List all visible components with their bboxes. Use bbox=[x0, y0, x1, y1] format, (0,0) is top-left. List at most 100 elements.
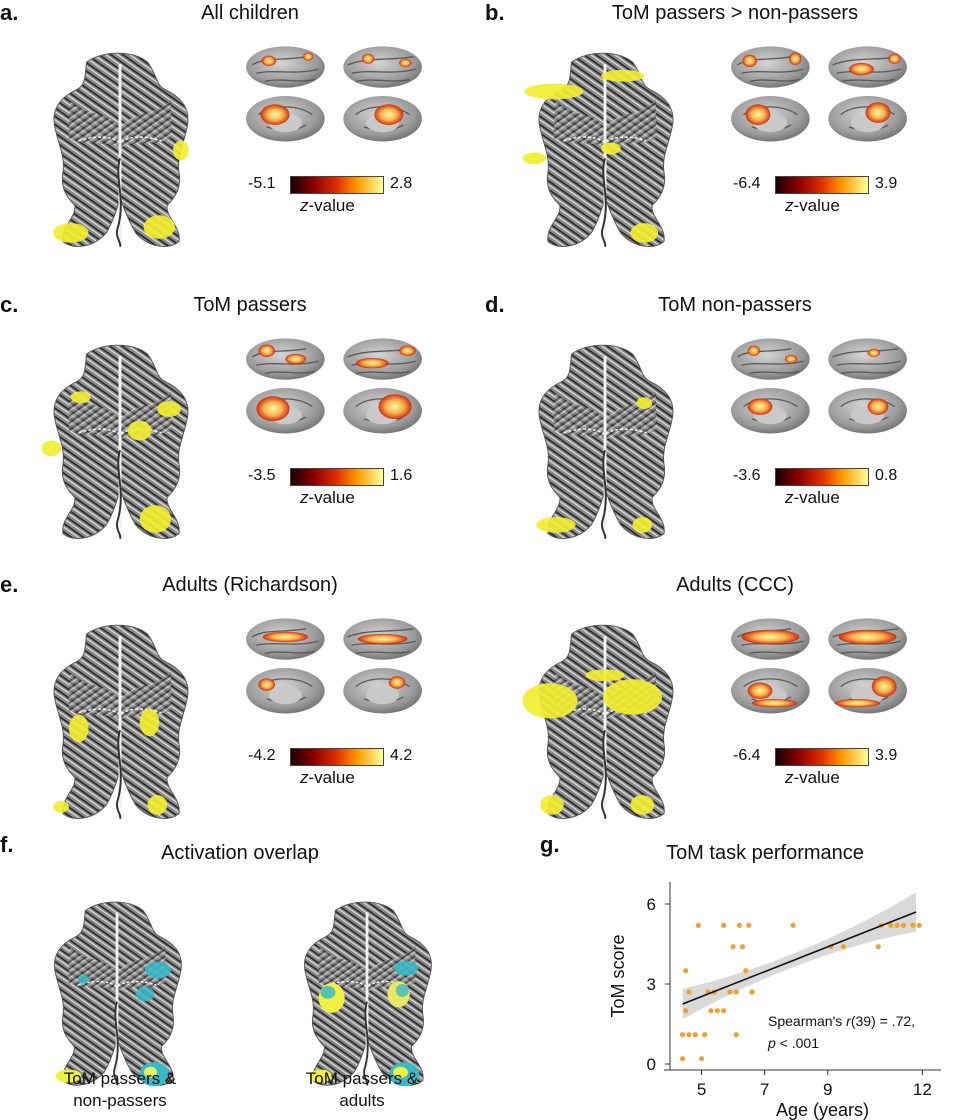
panel-label: c. bbox=[0, 292, 19, 317]
data-point bbox=[730, 944, 736, 950]
annotation-p: p < .001 bbox=[767, 1035, 819, 1051]
panel-title: All children bbox=[201, 2, 299, 24]
fit-line bbox=[682, 911, 917, 1005]
colorbar-gradient bbox=[290, 748, 384, 766]
chart-title: ToM task performance bbox=[666, 842, 864, 864]
colorbar-label: z-value bbox=[785, 768, 840, 787]
panel-title: ToM non-passers bbox=[658, 294, 812, 316]
panel-c: c. ToM passers -3.5 1.6 z-value bbox=[0, 292, 470, 564]
data-point bbox=[875, 944, 881, 950]
data-point bbox=[739, 944, 746, 950]
data-point bbox=[695, 922, 701, 928]
caption-right: ToM passers & adults bbox=[262, 1068, 462, 1112]
panel-a: a. All children -5.1 2.8 z-value bbox=[0, 0, 470, 272]
data-point bbox=[683, 1008, 689, 1014]
colorbar-label: z-value bbox=[300, 196, 355, 215]
cortical-surface-views bbox=[244, 338, 424, 438]
caption-left-line2: non-passers bbox=[73, 1091, 167, 1110]
cerebellum-flatmap bbox=[495, 40, 715, 252]
panel-label: d. bbox=[485, 292, 505, 317]
data-point bbox=[680, 1032, 686, 1038]
cortical-surface-views bbox=[729, 46, 909, 146]
data-point bbox=[692, 1032, 698, 1038]
panel-label: a. bbox=[0, 0, 19, 25]
colorbar-max: 3.9 bbox=[875, 747, 898, 764]
cerebellum-flatmap bbox=[10, 612, 230, 824]
colorbar-max: 3.9 bbox=[875, 175, 898, 192]
caption-right-line1: ToM passers & bbox=[305, 1069, 419, 1088]
y-tick-label: 3 bbox=[647, 975, 656, 994]
y-axis-label: ToM score bbox=[608, 934, 628, 1017]
data-point bbox=[790, 922, 796, 928]
cortical-surface-views bbox=[244, 46, 424, 146]
data-point bbox=[733, 1032, 739, 1038]
colorbar-max: 2.8 bbox=[390, 175, 413, 192]
colorbar: -3.6 0.8 z-value bbox=[733, 467, 903, 512]
colorbar-gradient bbox=[775, 468, 869, 486]
panel-title: Adults (CCC) bbox=[676, 574, 794, 596]
colorbar-min: -6.4 bbox=[733, 747, 761, 764]
cortical-surface-views bbox=[729, 338, 909, 438]
colorbar-label: z-value bbox=[300, 768, 355, 787]
data-point bbox=[900, 922, 907, 928]
cerebellum-flatmap bbox=[495, 332, 715, 544]
data-point bbox=[686, 989, 692, 995]
x-tick-label: 12 bbox=[913, 1080, 932, 1099]
colorbar-gradient bbox=[775, 176, 869, 194]
cortical-surface-views bbox=[729, 618, 909, 718]
colorbar: -6.4 3.9 z-value bbox=[733, 175, 903, 220]
confidence-band bbox=[682, 892, 917, 1020]
data-point bbox=[733, 989, 739, 995]
panel-f: f. Activation overlap ToM passers & non-… bbox=[0, 832, 480, 1120]
colorbar-label: z-value bbox=[300, 488, 355, 507]
data-point bbox=[749, 989, 755, 995]
caption-right-line2: adults bbox=[339, 1091, 385, 1110]
y-tick-label: 6 bbox=[647, 895, 656, 914]
colorbar-max: 0.8 bbox=[875, 467, 898, 484]
data-point bbox=[698, 1056, 705, 1062]
data-point bbox=[686, 1032, 692, 1038]
panel-d: d. ToM non-passers -3.6 0.8 z-value bbox=[485, 292, 955, 564]
data-point bbox=[746, 922, 752, 928]
colorbar: -5.1 2.8 z-value bbox=[248, 175, 418, 220]
data-point bbox=[910, 922, 916, 928]
data-point bbox=[721, 922, 727, 928]
data-point bbox=[702, 1032, 708, 1038]
cerebellum-flatmap bbox=[10, 332, 230, 544]
colorbar-gradient bbox=[290, 176, 384, 194]
data-point bbox=[736, 922, 743, 928]
caption-left-line1: ToM passers & bbox=[63, 1069, 177, 1088]
panel-title: ToM passers bbox=[193, 294, 307, 316]
data-point bbox=[714, 1008, 720, 1014]
x-tick-label: 7 bbox=[760, 1080, 769, 1099]
panel-g: g. ToM task performance 0 3 6 5 7 9 12 Age (yea… bbox=[540, 832, 960, 1120]
panel-e2: Adults (CCC) -6.4 3.9 z-value bbox=[485, 572, 955, 844]
cerebellum-flatmap-left bbox=[12, 890, 222, 1090]
data-point bbox=[743, 968, 749, 974]
panel-label: g. bbox=[540, 832, 560, 857]
colorbar-gradient bbox=[775, 748, 869, 766]
panel-label: e. bbox=[0, 572, 19, 597]
annotation-stat: Spearman's r(39) = .72, bbox=[768, 1013, 915, 1029]
data-point bbox=[683, 968, 689, 974]
colorbar-min: -6.4 bbox=[733, 175, 761, 192]
colorbar-label: z-value bbox=[785, 488, 840, 507]
scatter-chart: 0 3 6 5 7 9 12 Age (years) ToM score Spearman's r… bbox=[608, 882, 941, 1120]
data-point bbox=[894, 922, 900, 928]
data-point bbox=[888, 922, 894, 928]
colorbar: -3.5 1.6 z-value bbox=[248, 467, 418, 512]
caption-left: ToM passers & non-passers bbox=[20, 1068, 220, 1112]
colorbar: -4.2 4.2 z-value bbox=[248, 747, 418, 792]
y-tick-label: 0 bbox=[647, 1055, 656, 1074]
panel-e: e. Adults (Richardson) -4.2 4.2 z-value bbox=[0, 572, 470, 844]
panel-label: f. bbox=[0, 832, 14, 857]
data-point bbox=[727, 989, 733, 995]
colorbar-min: -4.2 bbox=[248, 747, 276, 764]
data-point bbox=[721, 1008, 727, 1014]
cerebellum-flatmap-right bbox=[262, 890, 472, 1090]
panel-title: Adults (Richardson) bbox=[162, 574, 338, 596]
colorbar-gradient bbox=[290, 468, 384, 486]
panel-title: Activation overlap bbox=[161, 842, 319, 864]
cortical-surface-views bbox=[244, 618, 424, 718]
colorbar: -6.4 3.9 z-value bbox=[733, 747, 903, 792]
